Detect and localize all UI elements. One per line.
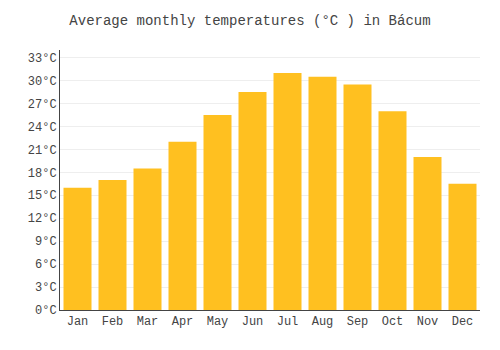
svg-text:Aug: Aug [312,315,334,329]
svg-text:27°C: 27°C [28,98,57,112]
svg-text:33°C: 33°C [28,52,57,66]
svg-text:Jun: Jun [242,315,264,329]
svg-text:21°C: 21°C [28,144,57,158]
svg-text:Average monthly temperatures (: Average monthly temperatures (°C ) in Bá… [69,13,430,29]
svg-text:Nov: Nov [417,315,439,329]
svg-text:12°C: 12°C [28,212,57,226]
svg-text:May: May [207,315,229,329]
svg-text:Sep: Sep [347,315,369,329]
svg-text:3°C: 3°C [35,281,57,295]
svg-text:24°C: 24°C [28,121,57,135]
svg-text:Feb: Feb [102,315,124,329]
svg-text:Mar: Mar [137,315,159,329]
svg-text:6°C: 6°C [35,258,57,272]
svg-text:30°C: 30°C [28,75,57,89]
svg-text:Apr: Apr [172,315,194,329]
svg-text:Oct: Oct [382,315,404,329]
svg-text:9°C: 9°C [35,235,57,249]
svg-text:18°C: 18°C [28,167,57,181]
svg-text:Jul: Jul [277,315,299,329]
svg-text:Dec: Dec [452,315,474,329]
svg-text:Jan: Jan [67,315,89,329]
svg-text:0°C: 0°C [35,304,57,318]
svg-text:15°C: 15°C [28,189,57,203]
